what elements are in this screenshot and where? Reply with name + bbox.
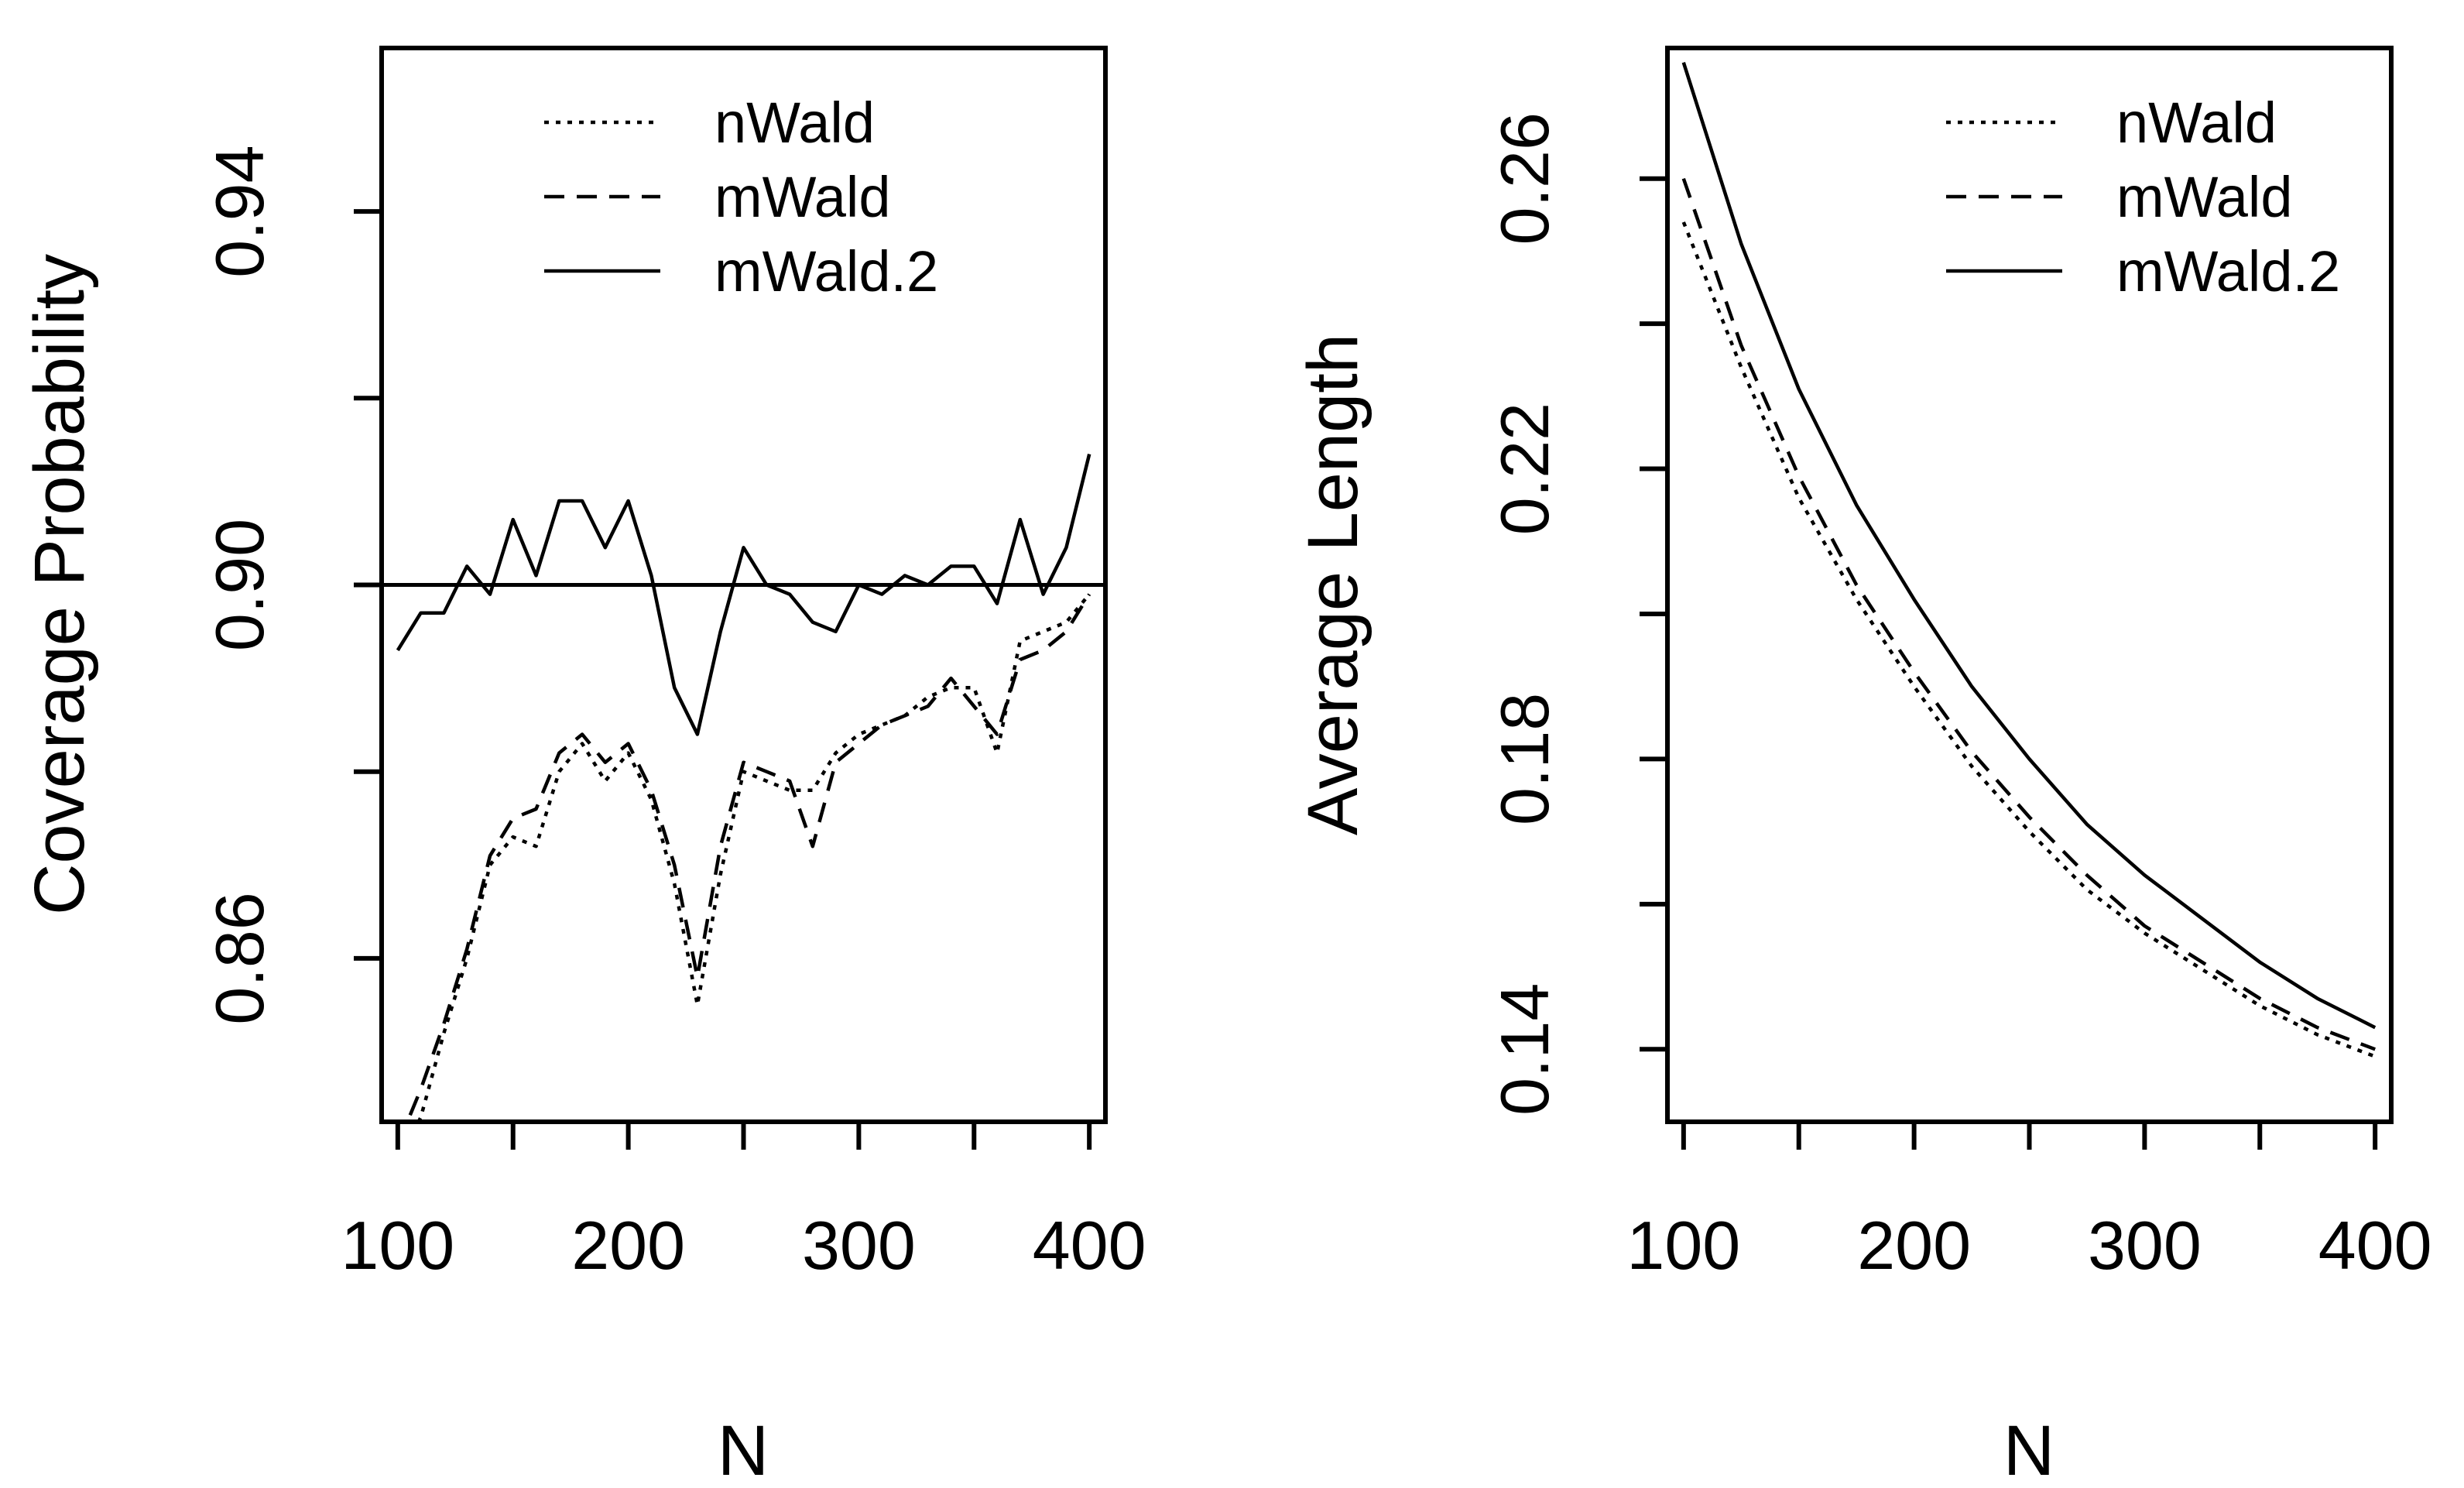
x-tick-label: 300 bbox=[2088, 1207, 2202, 1284]
y-tick-label: 0.26 bbox=[1486, 112, 1563, 245]
x-tick-label: 400 bbox=[1033, 1207, 1146, 1284]
y-axis-label: Coverage Probability bbox=[20, 254, 99, 915]
plot-area bbox=[1681, 62, 2377, 1058]
legend-label-mwald-2: mWald.2 bbox=[715, 239, 938, 303]
coverage-probability-panel: 100 200 300 400 0.86 0.90 0.94 N Coverage Pro… bbox=[20, 46, 1146, 1488]
legend: nWald mWald mWald.2 bbox=[544, 91, 938, 303]
y-tick-label: 0.18 bbox=[1486, 693, 1563, 825]
x-tick-label: 200 bbox=[571, 1207, 685, 1284]
x-tick-label: 200 bbox=[1857, 1207, 1971, 1284]
x-tick-label: 100 bbox=[341, 1207, 454, 1284]
series-line-mwald bbox=[1681, 177, 2376, 1051]
average-length-panel: 100 200 300 400 0.14 0.18 0.22 0.26 N Average … bbox=[1294, 46, 2432, 1488]
x-tick-label: 300 bbox=[802, 1207, 916, 1284]
x-tick-label: 400 bbox=[2318, 1207, 2432, 1284]
y-tick-label: 0.94 bbox=[201, 145, 278, 277]
y-axis: 0.86 0.90 0.94 bbox=[201, 145, 382, 1025]
plot-area bbox=[382, 454, 1105, 1122]
x-axis: 100 200 300 400 bbox=[1626, 1122, 2432, 1284]
y-tick-label: 0.22 bbox=[1486, 403, 1563, 535]
legend: nWald mWald mWald.2 bbox=[1946, 91, 2340, 303]
y-axis: 0.14 0.18 0.22 0.26 bbox=[1486, 112, 1667, 1116]
legend-label-nwald: nWald bbox=[2116, 91, 2277, 155]
series-line-mwald-2 bbox=[1681, 62, 2377, 1030]
y-tick-label: 0.14 bbox=[1486, 983, 1563, 1116]
y-axis-label: Average Length bbox=[1294, 334, 1373, 835]
y-tick-label: 0.90 bbox=[201, 519, 278, 651]
legend-label-mwald-2: mWald.2 bbox=[2116, 239, 2340, 303]
x-axis-label: N bbox=[718, 1411, 769, 1488]
series-line-mwald bbox=[405, 593, 1091, 1122]
series-line-nwald bbox=[1681, 221, 2376, 1058]
x-axis: 100 200 300 400 bbox=[341, 1122, 1146, 1284]
series-line-mwald-2 bbox=[396, 454, 1091, 736]
legend-label-nwald: nWald bbox=[715, 91, 875, 155]
series-line-nwald bbox=[416, 593, 1091, 1122]
y-tick-label: 0.86 bbox=[201, 892, 278, 1024]
legend-label-mwald: mWald bbox=[2116, 165, 2293, 229]
x-axis-label: N bbox=[2003, 1411, 2054, 1488]
legend-label-mwald: mWald bbox=[715, 165, 891, 229]
x-tick-label: 100 bbox=[1626, 1207, 1740, 1284]
